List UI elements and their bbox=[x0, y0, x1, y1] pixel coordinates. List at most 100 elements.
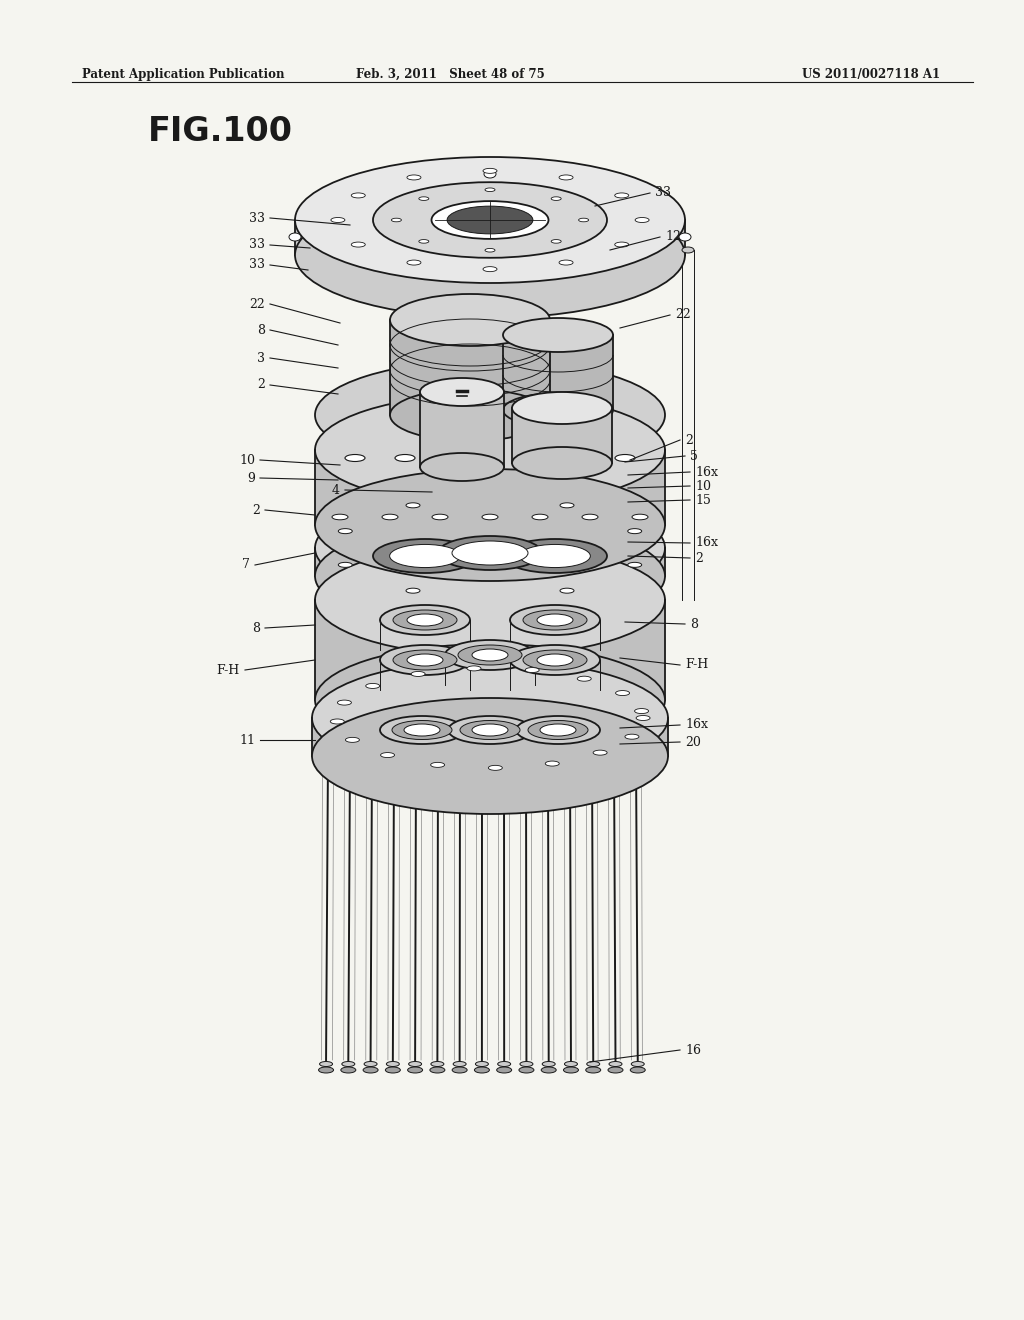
Text: 5: 5 bbox=[690, 450, 698, 462]
Ellipse shape bbox=[682, 247, 694, 253]
Ellipse shape bbox=[545, 762, 559, 766]
Text: 8: 8 bbox=[252, 622, 260, 635]
Ellipse shape bbox=[385, 1067, 400, 1073]
Ellipse shape bbox=[560, 503, 574, 508]
Ellipse shape bbox=[380, 715, 464, 744]
Ellipse shape bbox=[503, 393, 613, 426]
Ellipse shape bbox=[289, 234, 301, 242]
FancyBboxPatch shape bbox=[315, 548, 665, 576]
Ellipse shape bbox=[338, 700, 351, 705]
FancyBboxPatch shape bbox=[312, 718, 668, 756]
Ellipse shape bbox=[559, 176, 573, 180]
Ellipse shape bbox=[484, 296, 496, 304]
Ellipse shape bbox=[406, 589, 420, 593]
Ellipse shape bbox=[542, 1067, 556, 1073]
Text: 12: 12 bbox=[665, 231, 681, 243]
Text: 2: 2 bbox=[685, 433, 693, 446]
Ellipse shape bbox=[560, 589, 574, 593]
Text: 8: 8 bbox=[690, 618, 698, 631]
Text: 20: 20 bbox=[685, 735, 700, 748]
Ellipse shape bbox=[411, 672, 425, 676]
Ellipse shape bbox=[632, 515, 648, 520]
Ellipse shape bbox=[393, 610, 457, 630]
Ellipse shape bbox=[386, 1061, 399, 1067]
Ellipse shape bbox=[419, 240, 429, 243]
Ellipse shape bbox=[315, 393, 665, 506]
Ellipse shape bbox=[485, 187, 495, 191]
Ellipse shape bbox=[520, 1061, 532, 1067]
Ellipse shape bbox=[447, 206, 532, 234]
Ellipse shape bbox=[351, 193, 366, 198]
Text: 7: 7 bbox=[242, 558, 250, 572]
Ellipse shape bbox=[474, 1067, 489, 1073]
Ellipse shape bbox=[472, 723, 508, 737]
Ellipse shape bbox=[390, 389, 550, 441]
Ellipse shape bbox=[432, 515, 449, 520]
Ellipse shape bbox=[391, 218, 401, 222]
Ellipse shape bbox=[419, 197, 429, 201]
Ellipse shape bbox=[381, 752, 394, 758]
Ellipse shape bbox=[498, 1061, 511, 1067]
Ellipse shape bbox=[295, 157, 685, 282]
Ellipse shape bbox=[532, 515, 548, 520]
Ellipse shape bbox=[315, 492, 665, 605]
Text: 11: 11 bbox=[239, 734, 255, 747]
Ellipse shape bbox=[449, 715, 532, 744]
Ellipse shape bbox=[523, 649, 587, 671]
Ellipse shape bbox=[407, 653, 443, 667]
Ellipse shape bbox=[373, 539, 477, 573]
Ellipse shape bbox=[512, 392, 612, 424]
Text: 33: 33 bbox=[249, 211, 265, 224]
Text: 10: 10 bbox=[695, 479, 711, 492]
Ellipse shape bbox=[395, 454, 415, 462]
Ellipse shape bbox=[467, 665, 481, 671]
Ellipse shape bbox=[516, 715, 600, 744]
Ellipse shape bbox=[551, 197, 561, 201]
Ellipse shape bbox=[366, 684, 380, 689]
Ellipse shape bbox=[559, 260, 573, 265]
Ellipse shape bbox=[472, 649, 508, 661]
Text: 16x: 16x bbox=[695, 466, 718, 479]
Ellipse shape bbox=[331, 719, 344, 723]
Ellipse shape bbox=[587, 1061, 600, 1067]
FancyBboxPatch shape bbox=[503, 335, 613, 411]
Ellipse shape bbox=[406, 503, 420, 508]
FancyBboxPatch shape bbox=[390, 319, 550, 414]
Text: 3: 3 bbox=[257, 351, 265, 364]
Text: Patent Application Publication: Patent Application Publication bbox=[82, 69, 285, 81]
Ellipse shape bbox=[318, 1067, 334, 1073]
Ellipse shape bbox=[615, 454, 635, 462]
Ellipse shape bbox=[519, 544, 591, 568]
Text: 8: 8 bbox=[257, 323, 265, 337]
Ellipse shape bbox=[631, 1061, 644, 1067]
Ellipse shape bbox=[482, 515, 498, 520]
Ellipse shape bbox=[382, 515, 398, 520]
Ellipse shape bbox=[503, 318, 613, 352]
Ellipse shape bbox=[615, 690, 630, 696]
Ellipse shape bbox=[431, 763, 444, 767]
FancyBboxPatch shape bbox=[315, 450, 665, 525]
Ellipse shape bbox=[635, 218, 649, 223]
Ellipse shape bbox=[435, 309, 505, 331]
Text: 2: 2 bbox=[252, 503, 260, 516]
Ellipse shape bbox=[578, 676, 591, 681]
Ellipse shape bbox=[537, 653, 573, 667]
Ellipse shape bbox=[537, 400, 587, 416]
Ellipse shape bbox=[497, 1067, 512, 1073]
Ellipse shape bbox=[454, 1061, 466, 1067]
Text: 2: 2 bbox=[257, 379, 265, 392]
FancyBboxPatch shape bbox=[315, 601, 665, 700]
Ellipse shape bbox=[295, 191, 685, 318]
Ellipse shape bbox=[345, 454, 365, 462]
Ellipse shape bbox=[338, 528, 352, 533]
Ellipse shape bbox=[338, 562, 352, 568]
Ellipse shape bbox=[438, 536, 542, 570]
Ellipse shape bbox=[528, 721, 588, 739]
Ellipse shape bbox=[510, 645, 600, 675]
Ellipse shape bbox=[365, 1061, 377, 1067]
Ellipse shape bbox=[475, 1061, 488, 1067]
Ellipse shape bbox=[315, 469, 665, 581]
FancyBboxPatch shape bbox=[420, 392, 504, 467]
Ellipse shape bbox=[315, 644, 665, 756]
Text: 22: 22 bbox=[249, 297, 265, 310]
